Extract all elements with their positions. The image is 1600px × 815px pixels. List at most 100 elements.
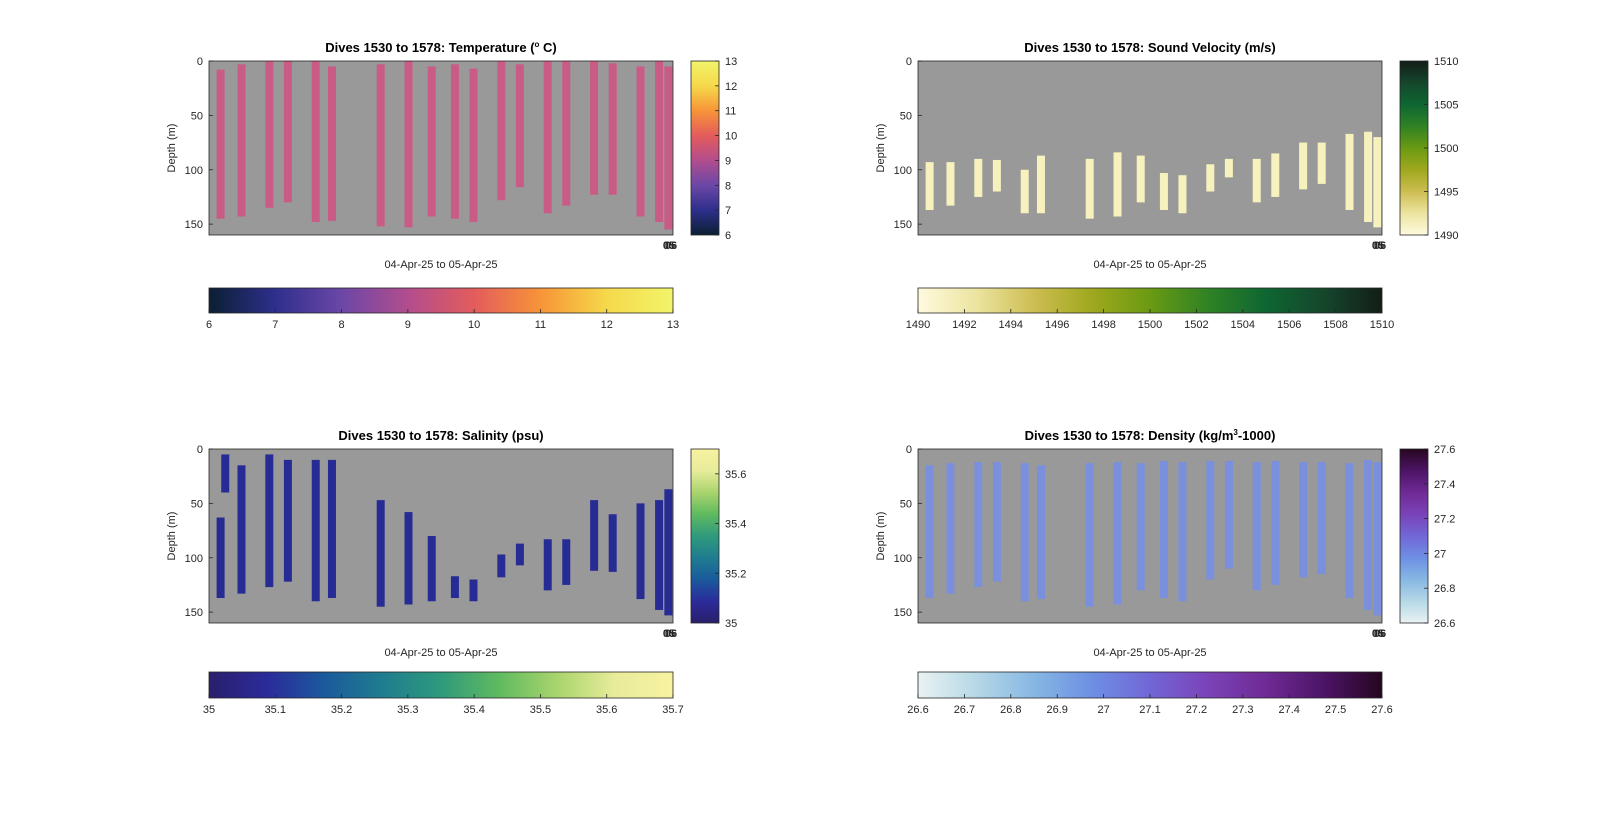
temperature-cast-14 xyxy=(562,61,571,206)
salinity-panel: Dives 1530 to 1578: Salinity (psu)050100… xyxy=(166,428,746,716)
salinity-ytick-150: 150 xyxy=(185,607,203,619)
density-ytick-0: 0 xyxy=(906,444,912,456)
density-cast-3 xyxy=(992,462,1001,582)
sound-velocity-cast-11 xyxy=(1206,164,1215,192)
density-ytick-50: 50 xyxy=(900,498,912,510)
temperature-cbv-tick-6: 12 xyxy=(725,81,737,93)
density-ytick-100: 100 xyxy=(894,553,912,565)
sound-velocity-xtick-overlap: 06 xyxy=(1374,240,1386,252)
temperature-xtick: 05 xyxy=(663,240,675,252)
salinity-cbh-tick-1: 35.1 xyxy=(265,704,286,716)
salinity-cbv-tick-1: 35.2 xyxy=(725,568,746,580)
sound-velocity-cast-2 xyxy=(974,158,983,197)
salinity-cast-5 xyxy=(311,459,320,602)
temperature-cast-7 xyxy=(404,61,413,228)
temperature-ytick-50: 50 xyxy=(191,110,203,122)
sound-velocity-cast-3 xyxy=(992,159,1001,192)
temperature-cbv-tick-7: 13 xyxy=(725,56,737,68)
sound-velocity-cbv-tick-3: 1505 xyxy=(1434,100,1458,112)
density-cast-19 xyxy=(1373,462,1382,616)
sound-velocity-cast-5 xyxy=(1036,155,1045,214)
sound-velocity-cast-1 xyxy=(946,162,955,206)
temperature-colorbar-vertical xyxy=(690,60,720,236)
temperature-cast-19 xyxy=(664,66,673,230)
salinity-plot-area xyxy=(209,449,673,623)
density-cast-5 xyxy=(1036,465,1045,600)
temperature-cbv-tick-2: 8 xyxy=(725,180,731,192)
density-cbv-tick-4: 27.4 xyxy=(1434,479,1455,491)
sound-velocity-xlabel: 04-Apr-25 to 05-Apr-25 xyxy=(1093,259,1206,271)
sound-velocity-cbh-tick-2: 1494 xyxy=(999,319,1023,331)
temperature-cast-17 xyxy=(636,66,645,217)
sound-velocity-cbh-tick-10: 1510 xyxy=(1370,319,1394,331)
temperature-xlabel: 04-Apr-25 to 05-Apr-25 xyxy=(384,259,497,271)
salinity-cast-14 xyxy=(543,539,552,591)
salinity-cast-20 xyxy=(664,489,673,616)
salinity-cbv-tick-2: 35.4 xyxy=(725,519,746,531)
salinity-cbv-tick-0: 35 xyxy=(725,618,737,630)
salinity-cast-3 xyxy=(265,454,274,588)
salinity-ytick-0: 0 xyxy=(197,444,203,456)
density-cbh-tick-7: 27.3 xyxy=(1232,704,1253,716)
salinity-colorbar-vertical xyxy=(690,448,720,624)
sound-velocity-cast-9 xyxy=(1159,173,1168,210)
temperature-cast-2 xyxy=(265,61,274,208)
sound-velocity-cast-4 xyxy=(1020,169,1029,214)
sound-velocity-cast-8 xyxy=(1136,155,1145,203)
density-cast-6 xyxy=(1085,463,1094,607)
sound-velocity-cbh-tick-7: 1504 xyxy=(1231,319,1255,331)
temperature-title: Dives 1530 to 1578: Temperature (o C) xyxy=(325,40,557,55)
sound-velocity-ytick-100: 100 xyxy=(894,165,912,177)
salinity-cast-15 xyxy=(562,539,571,585)
temperature-cast-12 xyxy=(515,64,524,188)
sound-velocity-cast-7 xyxy=(1113,152,1122,217)
salinity-xlabel: 04-Apr-25 to 05-Apr-25 xyxy=(384,647,497,659)
sound-velocity-cast-16 xyxy=(1317,142,1326,184)
salinity-cast-12 xyxy=(497,554,506,578)
density-cast-8 xyxy=(1136,463,1145,591)
temperature-cbh-tick-5: 11 xyxy=(535,319,546,331)
temperature-colorbar-horizontal xyxy=(208,287,674,314)
temperature-cbv-tick-3: 9 xyxy=(725,155,731,167)
salinity-ylabel: Depth (m) xyxy=(166,512,178,561)
temperature-cast-3 xyxy=(283,61,292,203)
salinity-cast-16 xyxy=(590,500,599,571)
density-xtick-overlap: 06 xyxy=(1374,628,1386,640)
temperature-cast-10 xyxy=(469,68,478,222)
density-cast-10 xyxy=(1178,462,1187,602)
sound-velocity-ytick-0: 0 xyxy=(906,56,912,68)
salinity-cbh-tick-0: 35 xyxy=(203,704,215,716)
density-cbh-tick-5: 27.1 xyxy=(1139,704,1160,716)
temperature-cast-6 xyxy=(376,64,385,227)
density-cast-12 xyxy=(1224,460,1233,569)
temperature-cast-16 xyxy=(608,63,617,195)
temperature-cbh-tick-0: 6 xyxy=(206,319,212,331)
salinity-title: Dives 1530 to 1578: Salinity (psu) xyxy=(338,428,543,443)
salinity-cbh-tick-6: 35.6 xyxy=(596,704,617,716)
temperature-axes-box xyxy=(208,60,674,236)
sound-velocity-cast-14 xyxy=(1271,153,1280,197)
temperature-ylabel: Depth (m) xyxy=(166,124,178,173)
temperature-cast-11 xyxy=(497,61,506,201)
salinity-cbh-tick-3: 35.3 xyxy=(397,704,418,716)
temperature-cbh-tick-4: 10 xyxy=(468,319,480,331)
salinity-cast-18 xyxy=(636,503,645,600)
temperature-cbh-tick-3: 9 xyxy=(405,319,411,331)
salinity-cbh-tick-5: 35.5 xyxy=(530,704,551,716)
sound-velocity-cbh-tick-5: 1500 xyxy=(1138,319,1162,331)
density-cbv-tick-3: 27.2 xyxy=(1434,514,1455,526)
density-cbv-tick-1: 26.8 xyxy=(1434,583,1455,595)
sound-velocity-cbh-tick-6: 1502 xyxy=(1184,319,1208,331)
density-cbh-tick-10: 27.6 xyxy=(1371,704,1392,716)
density-cast-0 xyxy=(925,465,934,598)
salinity-ytick-50: 50 xyxy=(191,498,203,510)
sound-velocity-cast-18 xyxy=(1364,131,1373,222)
temperature-cbh-tick-6: 12 xyxy=(601,319,613,331)
sound-velocity-cast-13 xyxy=(1252,158,1261,203)
temperature-cast-9 xyxy=(450,64,459,219)
temperature-ytick-150: 150 xyxy=(185,219,203,231)
density-panel: Dives 1530 to 1578: Density (kg/m3-1000)… xyxy=(875,428,1455,716)
salinity-cast-17 xyxy=(608,514,617,572)
salinity-cast-11 xyxy=(469,579,478,602)
